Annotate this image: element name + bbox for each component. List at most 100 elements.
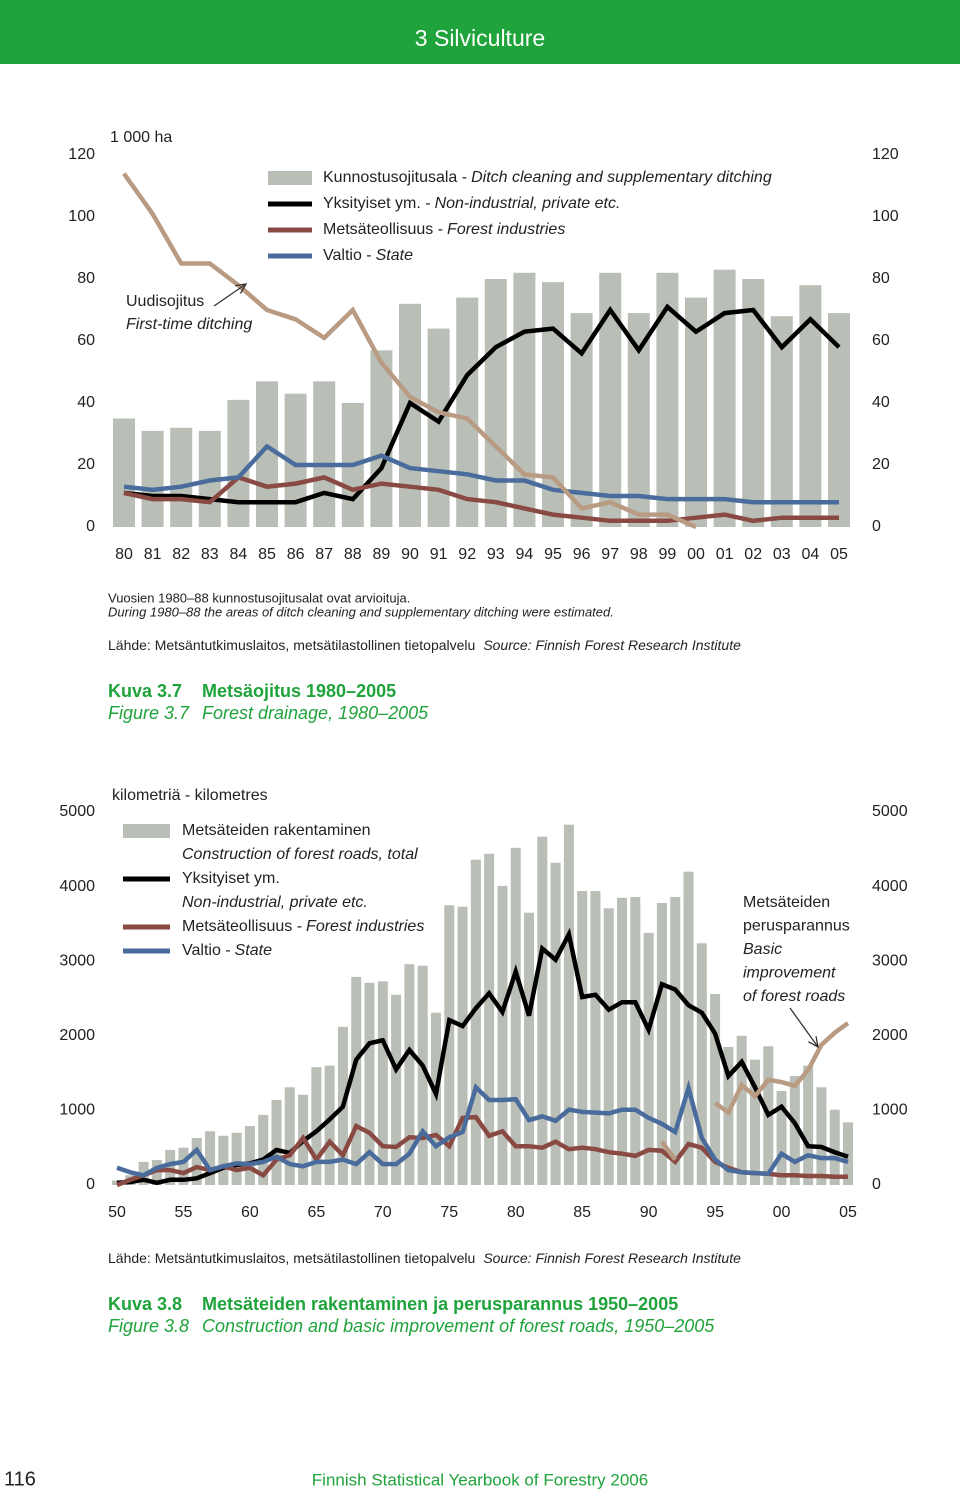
header-title: 3 Silviculture	[415, 25, 545, 51]
bar	[829, 1109, 840, 1185]
bar	[244, 1126, 255, 1185]
bar	[550, 862, 561, 1185]
bar	[141, 430, 164, 527]
bar	[231, 1132, 242, 1185]
line	[123, 474, 839, 524]
bar	[570, 313, 593, 527]
bar	[696, 943, 707, 1185]
bar	[497, 885, 508, 1185]
bar	[256, 381, 278, 527]
x-tick-label: 00	[773, 1204, 791, 1221]
source-en: Source: Finnish Forest Research Institut…	[483, 637, 741, 653]
bar	[218, 1135, 229, 1185]
x-tick-label: 88	[344, 546, 362, 563]
x-tick-label: 95	[706, 1204, 724, 1221]
y-tick-label: 1000	[59, 1102, 95, 1119]
page-number: 116	[4, 1468, 36, 1490]
legend-swatch	[123, 824, 170, 838]
y2-tick-label: 4000	[872, 878, 908, 895]
y2-tick-label: 2000	[872, 1027, 908, 1044]
bar	[444, 905, 455, 1185]
bar	[770, 316, 793, 527]
bar	[284, 393, 307, 527]
bar	[427, 328, 450, 527]
bar	[170, 427, 193, 527]
legend-label: Yksityiset ym.	[182, 870, 280, 887]
x-tick-label: 94	[516, 546, 534, 563]
header-band	[0, 0, 960, 64]
bar	[391, 994, 402, 1185]
annotation-arrow	[213, 283, 247, 307]
bar	[843, 1122, 853, 1185]
x-tick-label: 97	[601, 546, 619, 563]
note: Vuosien 1980–88 kunnostusojitusalat ovat…	[108, 590, 410, 605]
legend-name: Kunnostusojitusala -	[323, 169, 467, 186]
caption-label: Kuva 3.7	[108, 681, 182, 701]
annotation: Uudisojitus	[126, 293, 204, 310]
y2-tick-label: 40	[872, 394, 890, 411]
y2-tick-label: 0	[872, 1176, 881, 1193]
legend-name: Metsäteiden rakentaminen	[182, 822, 371, 839]
bar	[603, 908, 614, 1185]
bar	[417, 965, 428, 1185]
caption-title: Metsäojitus 1980–2005	[202, 681, 396, 701]
legend-label: Yksityiset ym. - Non-industrial, private …	[323, 195, 620, 212]
y2-tick-label: 3000	[872, 952, 908, 969]
bar	[749, 1059, 760, 1185]
bar	[563, 824, 574, 1185]
annotation: of forest roads	[743, 988, 845, 1005]
caption-label: Figure 3.8	[108, 1316, 189, 1336]
bar	[630, 897, 641, 1185]
legend-name-en: Forest industries	[306, 918, 424, 935]
bar	[803, 1065, 814, 1185]
bar	[685, 297, 707, 527]
y-tick-label: 80	[77, 270, 95, 287]
legend-name-en: Non-industrial, private etc.	[435, 195, 621, 212]
x-tick-label: 82	[172, 546, 190, 563]
x-tick-label: 96	[573, 546, 591, 563]
line	[660, 1021, 850, 1161]
x-tick-label: 50	[108, 1204, 126, 1221]
caption-title: Construction and basic improvement of fo…	[202, 1316, 715, 1336]
bar	[370, 350, 393, 527]
legend-label: Metsäteollisuus - Forest industries	[323, 221, 565, 238]
bar	[643, 932, 654, 1185]
legend-label: Metsäteollisuus - Forest industries	[182, 918, 424, 935]
y-tick-label: 0	[86, 518, 95, 535]
x-tick-label: 80	[115, 546, 133, 563]
x-tick-label: 85	[573, 1204, 591, 1221]
y-tick-label: 4000	[59, 878, 95, 895]
legend-name: Yksityiset ym.	[182, 870, 280, 887]
source-fi: Lähde: Metsäntutkimuslaitos, metsätilast…	[108, 1250, 475, 1266]
bar	[799, 285, 822, 527]
bar	[205, 1131, 216, 1185]
bar	[683, 871, 694, 1185]
annotation: Metsäteiden	[743, 894, 830, 911]
legend-name: Yksityiset ym. -	[323, 195, 431, 212]
bar	[178, 1147, 189, 1185]
annotation: improvement	[743, 965, 836, 982]
legend-name: Valtio -	[323, 247, 372, 264]
y-tick-label: 3000	[59, 952, 95, 969]
bar	[816, 1087, 827, 1185]
bar	[484, 279, 507, 527]
x-tick-label: 65	[307, 1204, 325, 1221]
bar	[227, 399, 250, 527]
caption-title: Forest drainage, 1980–2005	[202, 703, 429, 723]
x-tick-label: 84	[230, 546, 248, 563]
legend-name-en: State	[376, 247, 413, 264]
x-tick-label: 80	[507, 1204, 525, 1221]
annotation-arrowhead	[808, 1036, 819, 1049]
y-tick-label: 120	[68, 146, 95, 163]
x-tick-label: 85	[258, 546, 276, 563]
x-tick-label: 04	[802, 546, 820, 563]
legend-label: Valtio - State	[182, 942, 272, 959]
bar	[191, 1138, 202, 1185]
x-tick-label: 99	[659, 546, 677, 563]
note: During 1980–88 the areas of ditch cleani…	[108, 604, 614, 619]
x-tick-label: 89	[373, 546, 391, 563]
annotation: First-time ditching	[126, 316, 252, 333]
bar	[399, 303, 421, 527]
x-tick-label: 93	[487, 546, 505, 563]
bar	[524, 912, 535, 1185]
